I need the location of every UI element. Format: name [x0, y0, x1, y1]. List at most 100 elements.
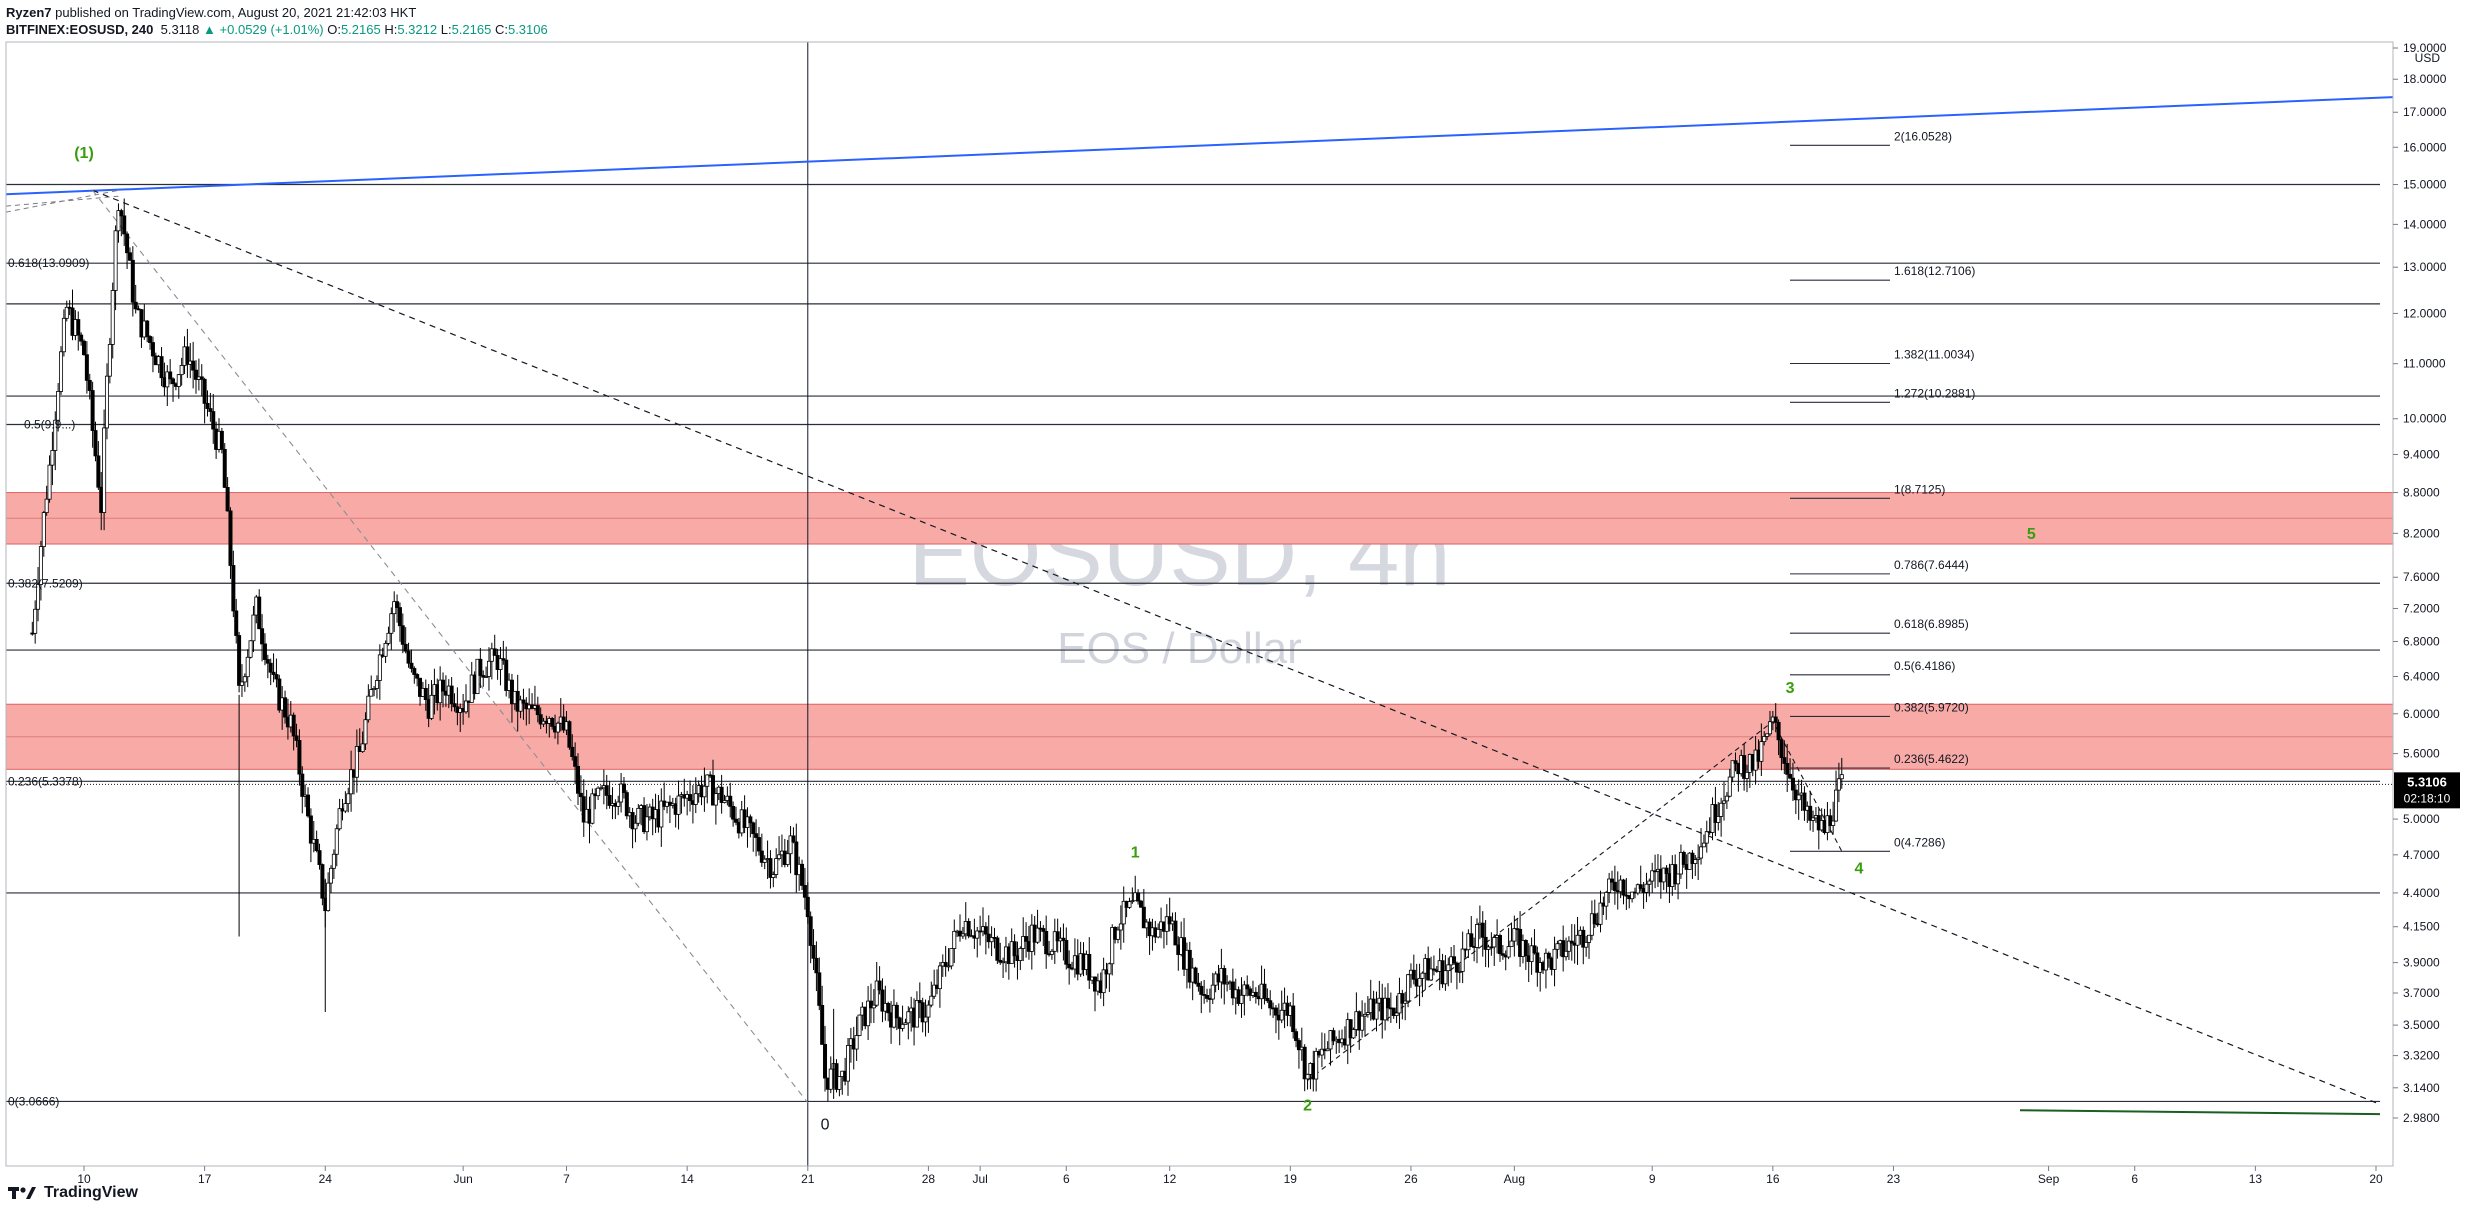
candle-body-238: [713, 793, 718, 806]
candle-body-61: [205, 402, 210, 409]
candle-body-611: [1785, 763, 1790, 775]
x-tick-label-14: 9: [1649, 1172, 1656, 1186]
fib-ext-label-3: 1.272(10.2881): [1894, 386, 1975, 400]
candle-body-541: [1584, 941, 1589, 948]
candle-body-430: [1265, 997, 1270, 1002]
candle-body-128: [397, 607, 402, 627]
candle-body-72: [237, 635, 242, 686]
candle-body-528: [1546, 952, 1551, 959]
candle-body-479: [1406, 974, 1411, 1002]
candle-body-304: [903, 1022, 908, 1025]
candle-body-11: [61, 317, 66, 353]
candle-body-603: [1762, 736, 1767, 743]
candle-body-75: [245, 656, 250, 678]
candle-body-34: [127, 252, 132, 261]
author-name[interactable]: Ryzen7: [6, 5, 52, 20]
candle-body-59: [199, 376, 204, 380]
candle-body-617: [1802, 792, 1807, 811]
candle-body-94: [300, 773, 305, 797]
candle-body-564: [1650, 870, 1655, 882]
candle-body-478: [1403, 1000, 1408, 1004]
tradingview-brand[interactable]: TradingView: [44, 1184, 138, 1201]
fib-ret-label-3: 0.236(5.3378): [8, 774, 83, 788]
candle-body-406: [1196, 982, 1201, 987]
candle-body-183: [555, 722, 560, 733]
y-tick-label-19: 5.0000: [2403, 812, 2440, 826]
candle-body-257: [768, 858, 773, 878]
candle-body-405: [1193, 967, 1198, 984]
fib-connector-dashed-2: [5, 195, 119, 207]
candle-body-383: [1130, 900, 1135, 903]
candle-body-237: [711, 775, 716, 806]
candle-body-619: [1808, 805, 1813, 821]
wave-label-6: 0: [821, 1117, 830, 1134]
candle-body-9: [56, 391, 61, 421]
candle-body-187: [567, 721, 572, 748]
y-tick-label-10: 9.4000: [2403, 447, 2440, 461]
candle-body-497: [1457, 971, 1462, 973]
current-price-badge: [2394, 772, 2460, 809]
y-tick-label-17: 6.0000: [2403, 707, 2440, 721]
symbol-line: BITFINEX:EOSUSD, 240 5.3118 ▲ +0.0529 (+…: [6, 22, 548, 37]
candle-body-463: [1360, 1015, 1365, 1031]
candle-body-435: [1279, 1009, 1284, 1021]
candle-body-520: [1523, 940, 1528, 957]
candlestick-series: [30, 198, 1844, 1102]
candle-body-272: [811, 945, 816, 959]
fib-ext-label-0: 2(16.0528): [1894, 129, 1952, 143]
candle-body-346: [1024, 936, 1029, 942]
candle-body-586: [1713, 804, 1718, 823]
fib-ext-label-5: 0.786(7.6444): [1894, 558, 1969, 572]
candle-body-411: [1210, 984, 1215, 1000]
candle-body-352: [1041, 928, 1046, 932]
candle-body-47: [165, 371, 170, 388]
candle-body-255: [762, 858, 767, 863]
candle-body-190: [576, 765, 581, 794]
candle-body-4: [41, 512, 46, 547]
candle-body-49: [171, 378, 176, 385]
candle-body-260: [777, 854, 782, 859]
candle-body-549: [1607, 878, 1612, 893]
candle-body-234: [702, 785, 707, 798]
y-tick-label-25: 3.5000: [2403, 1018, 2440, 1032]
candle-body-79: [257, 596, 262, 630]
candle-body-62: [208, 408, 213, 412]
candle-body-25: [102, 427, 107, 513]
candle-body-225: [676, 795, 681, 815]
candle-body-22: [93, 430, 98, 457]
candle-body-240: [719, 786, 724, 803]
candle-body-12: [64, 306, 69, 319]
candle-body-68: [225, 487, 230, 512]
candle-body-270: [805, 896, 810, 918]
candle-body-444: [1305, 1073, 1310, 1080]
fib-ret-label-1: 0.5(9.9...): [24, 418, 75, 432]
candle-body-176: [535, 705, 540, 716]
y-tick-label-14: 7.2000: [2403, 601, 2440, 615]
high-value: 5.3212: [397, 22, 438, 37]
candle-body-429: [1262, 983, 1267, 999]
candle-body-407: [1199, 985, 1204, 995]
candle-body-338: [1001, 961, 1006, 964]
candle-body-562: [1644, 883, 1649, 893]
x-tick-label-1: 17: [198, 1172, 212, 1186]
candle-body-320: [949, 948, 954, 967]
candle-body-147: [452, 703, 457, 708]
candle-body-332: [983, 926, 988, 935]
candle-body-496: [1454, 962, 1459, 973]
change-value: +0.0529 (+1.01%): [219, 22, 324, 37]
candle-body-205: [619, 783, 624, 803]
candle-body-573: [1676, 873, 1681, 885]
candle-body-117: [366, 695, 371, 721]
candle-body-460: [1351, 1029, 1356, 1039]
candle-body-198: [598, 787, 603, 790]
candle-body-605: [1767, 721, 1772, 735]
candle-body-498: [1460, 948, 1465, 972]
x-tick-label-19: 13: [2249, 1172, 2263, 1186]
candle-body-278: [828, 1068, 833, 1090]
candle-body-264: [788, 835, 793, 855]
candle-body-483: [1417, 977, 1422, 987]
candle-body-45: [159, 356, 164, 379]
candle-body-451: [1325, 1048, 1330, 1052]
y-tick-label-0: 19.0000: [2403, 41, 2447, 55]
